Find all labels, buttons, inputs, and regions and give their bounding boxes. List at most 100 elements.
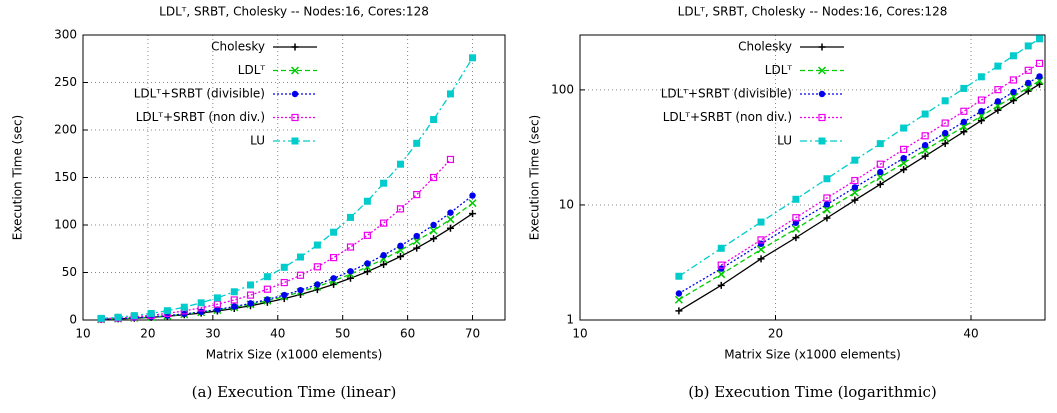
data-point	[978, 107, 985, 115]
x-tick-label: 10	[572, 327, 587, 341]
data-point	[1010, 88, 1017, 96]
y-tick-label: 1	[566, 313, 574, 327]
caption: (b) Execution Time (logarithmic)	[688, 383, 937, 401]
data-point	[921, 152, 929, 160]
data-point	[363, 268, 371, 276]
data-point	[396, 253, 404, 261]
data-point	[1009, 96, 1017, 104]
data-point	[851, 156, 859, 164]
series-line	[101, 57, 474, 320]
data-point	[230, 296, 238, 304]
data-point	[757, 218, 765, 226]
y-tick-label: 150	[54, 170, 77, 184]
data-point	[447, 209, 454, 216]
legend-marker	[818, 90, 826, 98]
data-point	[346, 213, 354, 221]
data-point	[363, 197, 371, 205]
data-point	[994, 98, 1002, 105]
data-point	[960, 118, 968, 126]
data-point	[280, 263, 288, 271]
data-point	[396, 205, 405, 213]
data-point	[430, 116, 438, 124]
data-point	[717, 270, 726, 279]
data-point	[900, 154, 907, 162]
data-point	[977, 96, 985, 104]
data-point	[757, 255, 765, 263]
x-tick-label: 60	[400, 327, 415, 341]
data-point	[380, 261, 388, 269]
data-point	[791, 224, 800, 233]
data-point	[994, 86, 1002, 94]
data-point	[717, 244, 725, 252]
data-point	[757, 236, 765, 244]
data-point	[921, 146, 930, 155]
data-point	[346, 274, 354, 282]
data-point	[674, 295, 683, 304]
legend-label: LDLᵀ	[765, 63, 793, 77]
legend-marker	[291, 137, 299, 145]
data-point	[876, 173, 885, 182]
data-point	[960, 128, 968, 136]
data-point	[413, 232, 420, 240]
data-point	[1036, 80, 1044, 88]
data-point	[1024, 87, 1032, 95]
data-point	[380, 179, 388, 187]
data-point	[147, 309, 155, 317]
series-line	[101, 159, 451, 320]
data-point	[446, 90, 454, 98]
data-point	[297, 286, 304, 294]
data-point	[1024, 42, 1032, 50]
chart-title: LDLᵀ, SRBT, Cholesky -- Nodes:16, Cores:…	[678, 5, 948, 19]
data-point	[960, 107, 968, 115]
data-point	[877, 168, 884, 176]
data-point	[823, 214, 831, 222]
data-point	[792, 195, 800, 203]
data-point	[900, 166, 908, 174]
data-point	[430, 235, 438, 243]
legend-marker	[291, 113, 299, 122]
data-point	[263, 285, 271, 293]
data-point	[941, 129, 949, 137]
data-point	[313, 241, 321, 249]
data-point	[313, 263, 321, 271]
legend-label: LDLᵀ+SRBT (divisible)	[134, 87, 265, 101]
y-tick-label: 200	[54, 123, 77, 137]
data-point	[792, 234, 800, 242]
series-line	[678, 38, 1040, 277]
data-point	[246, 291, 255, 299]
legend-label: LU	[250, 134, 265, 148]
data-point	[197, 299, 205, 307]
data-point	[446, 215, 455, 224]
y-axis-label: Execution Time (sec)	[11, 115, 25, 240]
data-point	[675, 290, 683, 297]
data-point	[446, 224, 454, 232]
data-point	[281, 291, 288, 299]
legend-label: Cholesky	[738, 40, 792, 54]
data-point	[230, 288, 238, 296]
data-point	[330, 280, 338, 288]
legend-marker	[291, 43, 299, 51]
data-point	[330, 253, 338, 262]
data-point	[380, 252, 387, 259]
data-point	[921, 132, 929, 140]
series-line	[101, 202, 473, 320]
data-point	[280, 278, 288, 287]
series-line	[720, 62, 1040, 266]
data-point	[1025, 79, 1032, 87]
x-tick-label: 10	[75, 327, 90, 341]
data-point	[330, 275, 337, 282]
x-tick-label: 50	[335, 327, 350, 341]
legend-marker	[817, 66, 827, 75]
series-line	[678, 75, 1040, 295]
series-line	[678, 80, 1040, 301]
data-point	[264, 296, 271, 303]
data-point	[1035, 59, 1044, 67]
y-tick-label: 0	[69, 313, 77, 327]
data-point	[1024, 66, 1032, 74]
data-point	[900, 124, 908, 132]
data-point	[941, 97, 949, 105]
data-point	[1009, 52, 1017, 60]
legend-label: LDLᵀ+SRBT (divisible)	[661, 87, 792, 101]
data-point	[97, 314, 105, 322]
data-point	[396, 160, 404, 168]
